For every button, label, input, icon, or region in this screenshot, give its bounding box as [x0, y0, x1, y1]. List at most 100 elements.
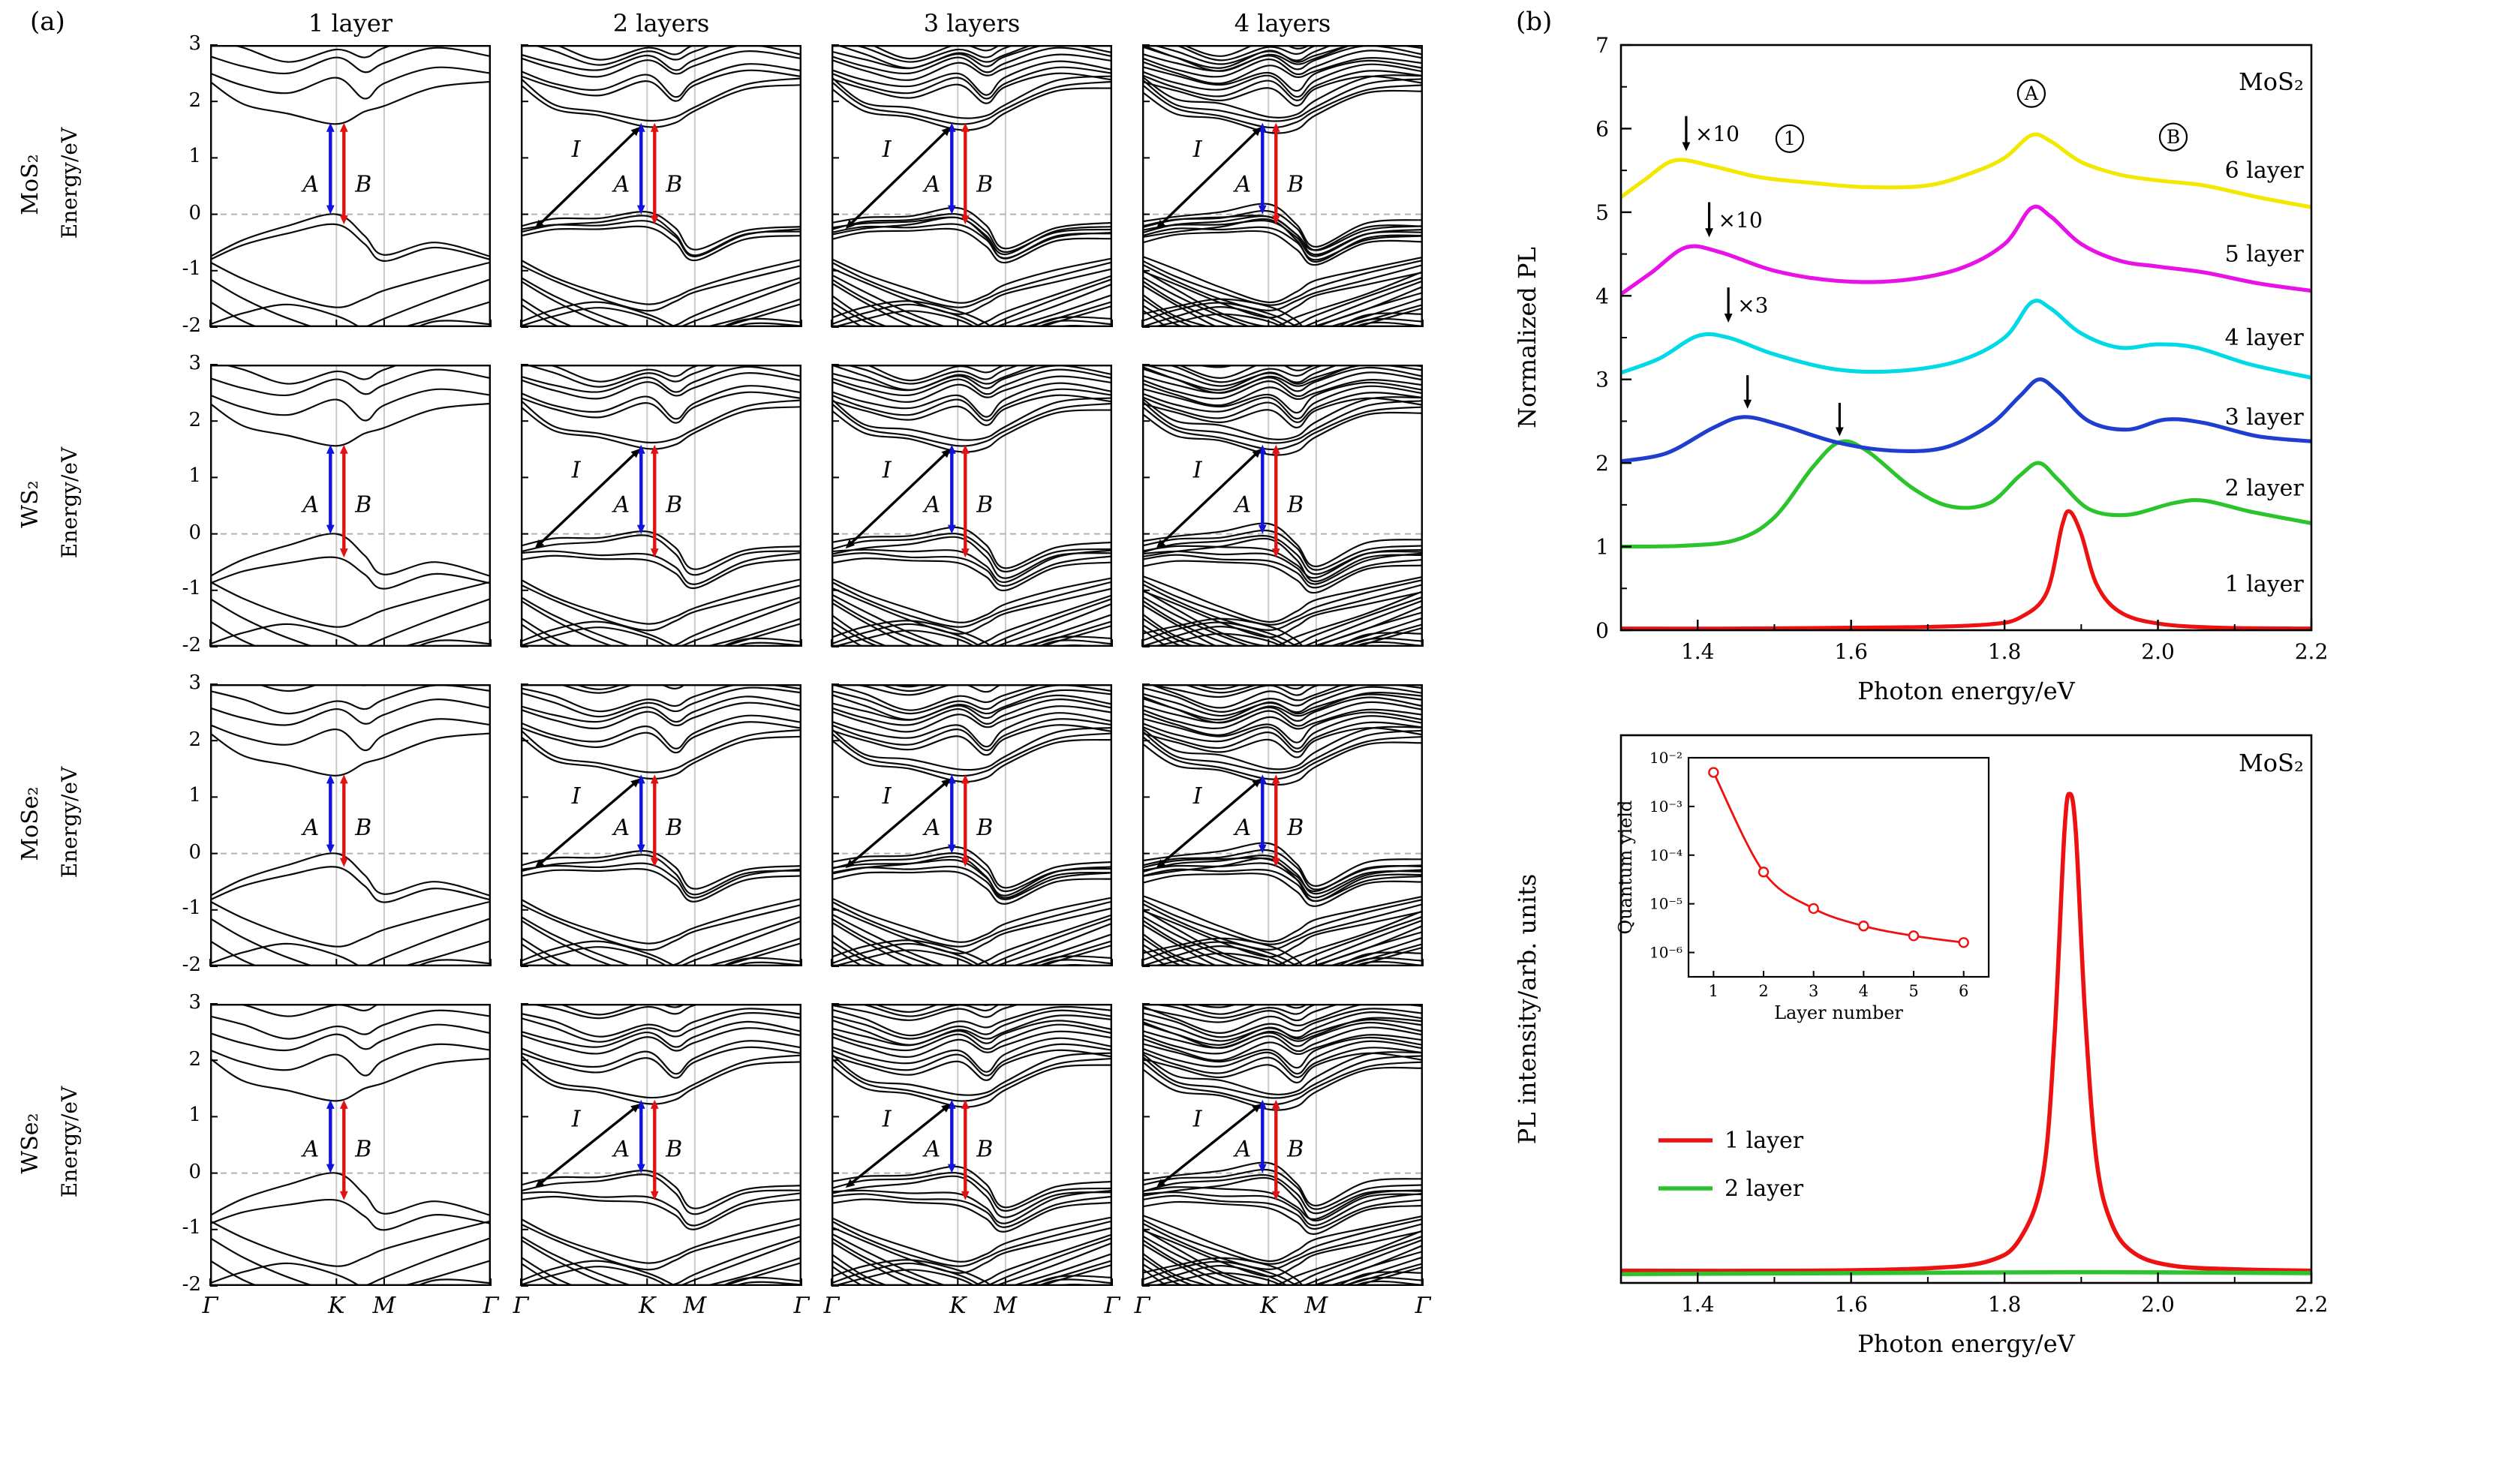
- plot-frame: [1142, 45, 1424, 328]
- axis-ticks: [209, 44, 492, 328]
- transition-arrows: A B I: [534, 1099, 682, 1200]
- decor-path: [1142, 1022, 1423, 1049]
- decor-path: [1150, 45, 1334, 65]
- scale-factor-label: ×3: [1737, 293, 1768, 318]
- decor-path: [339, 444, 348, 454]
- decor-path: [831, 557, 1112, 591]
- energy-bands: [831, 365, 1112, 647]
- energy-bands: [1142, 365, 1423, 647]
- decor-path: [1142, 74, 1423, 119]
- energy-bands: [1142, 684, 1423, 966]
- decor-path: [831, 1237, 1112, 1286]
- decor-path: [961, 548, 970, 558]
- grid-lines: [521, 365, 801, 647]
- decor-path: [1142, 725, 1423, 771]
- y-tick-label: 1: [188, 785, 201, 808]
- pl-curve-5-layer: [1621, 204, 2311, 296]
- decor-line: [1159, 1106, 1259, 1185]
- transition-arrows: A B I: [845, 1099, 993, 1200]
- panel-a-label: (a): [30, 8, 65, 38]
- y-tick-label: 0: [188, 521, 201, 545]
- decor-path: [521, 225, 801, 262]
- k-path-tick-label: K: [1260, 1292, 1277, 1319]
- decor-path: [1142, 617, 1423, 647]
- decor-path: [1142, 1055, 1423, 1099]
- indirect-transition-label: I: [571, 137, 582, 163]
- decor-path: [630, 778, 640, 788]
- decor-path: [339, 858, 348, 867]
- decor-path: [1142, 1256, 1423, 1286]
- energy-bands: [831, 684, 1112, 966]
- decor-path: [221, 365, 401, 385]
- k-path-tick-label: K: [949, 1292, 967, 1319]
- b-exciton-label: B: [976, 491, 993, 518]
- k-path-tick-label: Γ: [823, 1292, 840, 1319]
- decor-path: [521, 297, 801, 327]
- decor-line: [538, 780, 637, 866]
- indirect-transition-label: I: [882, 783, 892, 810]
- decor-path: [1156, 219, 1166, 230]
- decor-path: [1142, 411, 1423, 456]
- band-structure-plot-MoS-3layer: A B I: [831, 44, 1113, 328]
- decor-path: [521, 50, 801, 78]
- axis-ticks: [520, 364, 802, 647]
- decor-path: [831, 1233, 1112, 1286]
- decor-path: [831, 593, 1112, 647]
- decor-path: [831, 365, 1112, 391]
- scale-factor-label: ×10: [1695, 122, 1740, 146]
- decor-path: [521, 942, 801, 966]
- b-exciton-label: B: [1286, 171, 1304, 197]
- decor-path: [831, 223, 1112, 260]
- decor-path: [210, 223, 491, 262]
- a-exciton-label: A: [300, 491, 319, 518]
- decor-path: [210, 942, 491, 966]
- decor-path: [210, 368, 491, 397]
- decor-path: [831, 206, 1112, 250]
- decor-path: [1142, 45, 1423, 72]
- decor-path: [521, 617, 801, 647]
- decor-path: [650, 122, 659, 132]
- decor-path: [521, 211, 801, 251]
- decor-path: [636, 524, 645, 534]
- material-title-label: MoS₂: [2239, 749, 2304, 777]
- decor-path: [941, 778, 951, 788]
- decor-path: [831, 267, 1112, 315]
- decor-path: [1142, 1186, 1423, 1221]
- decor-path: [1142, 596, 1423, 647]
- energy-bands: [210, 365, 491, 647]
- decor-path: [636, 205, 645, 215]
- decor-path: [521, 1191, 801, 1227]
- decor-path: [831, 1165, 1112, 1209]
- legend-label: 1 layer: [1725, 1128, 1804, 1154]
- decor-path: [630, 127, 640, 137]
- decor-path: [534, 539, 545, 549]
- axis-ticks: [1141, 1003, 1424, 1287]
- decor-path: [1142, 1161, 1423, 1207]
- decor-path: [831, 409, 1112, 453]
- axis-ticks: [1141, 364, 1424, 647]
- decor-path: [521, 399, 801, 444]
- x-tick-label: 2.0: [2141, 639, 2175, 664]
- decor-path: [210, 1057, 491, 1102]
- decor-path: [521, 862, 801, 899]
- decor-path: [1142, 729, 1423, 774]
- decor-path: [210, 213, 491, 258]
- decor-path: [1142, 1040, 1423, 1075]
- decor-path: [842, 365, 1023, 385]
- decor-line: [537, 129, 637, 227]
- b-exciton-label: B: [665, 1136, 682, 1162]
- decor-path: [1271, 122, 1280, 132]
- plot-frame: [831, 45, 1113, 328]
- decor-path: [1258, 122, 1267, 132]
- decor-path: [831, 897, 1112, 943]
- x-tick-label: 1.8: [1988, 639, 2022, 664]
- decor-path: [1142, 219, 1423, 257]
- decor-path: [1149, 313, 1284, 327]
- decor-path: [1142, 575, 1423, 623]
- decor-path: [831, 933, 1112, 966]
- grid-lines: [210, 365, 491, 647]
- decor-path: [210, 1023, 491, 1052]
- decor-path: [210, 1172, 491, 1217]
